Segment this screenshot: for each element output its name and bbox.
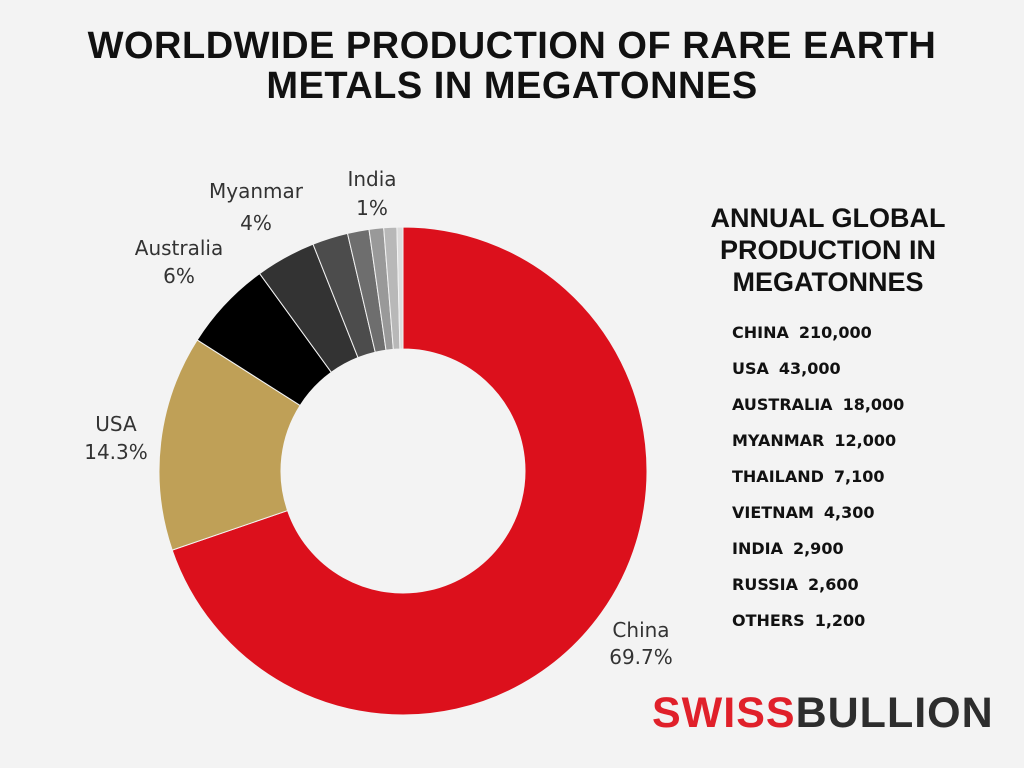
country-name: MYANMAR: [732, 431, 825, 450]
slice-label-myanmar-percent: 4%: [240, 211, 272, 235]
slice-label-australia-name: Australia: [135, 236, 223, 260]
production-value: 18,000: [842, 395, 905, 414]
production-row-australia: AUSTRALIA 18,000: [732, 392, 904, 428]
production-value: 210,000: [798, 323, 872, 342]
production-row-myanmar: MYANMAR 12,000: [732, 428, 904, 464]
production-value: 7,100: [833, 467, 885, 486]
donut-slice-others: [396, 226, 404, 350]
side-panel-title-line3: MEGATONNES: [732, 267, 924, 297]
production-row-usa: USA 43,000: [732, 356, 904, 392]
brand-logo: SWISSBULLION: [652, 688, 994, 738]
production-row-india: INDIA 2,900: [732, 536, 904, 572]
country-name: RUSSIA: [732, 575, 798, 594]
production-row-vietnam: VIETNAM 4,300: [732, 500, 904, 536]
production-value: 2,600: [807, 575, 859, 594]
donut-slice-china: [171, 226, 648, 716]
production-value: 4,300: [823, 503, 875, 522]
production-value: 43,000: [778, 359, 841, 378]
country-name: VIETNAM: [732, 503, 814, 522]
side-panel-title-line1: ANNUAL GLOBAL: [710, 203, 946, 233]
slice-labels: China 69.7% USA 14.3% Australia 6% Myanm…: [84, 167, 673, 669]
slice-label-australia-percent: 6%: [163, 264, 195, 288]
chart-title: WORLDWIDE PRODUCTION OF RARE EARTH METAL…: [0, 26, 1024, 106]
donut-slices: [158, 226, 648, 716]
production-list: CHINA 210,000 USA 43,000 AUSTRALIA 18,000 M…: [732, 320, 904, 644]
slice-label-myanmar-name: Myanmar: [209, 179, 304, 203]
side-panel-title: ANNUAL GLOBAL PRODUCTION IN MEGATONNES: [672, 202, 984, 298]
chart-title-line1: WORLDWIDE PRODUCTION OF RARE EARTH: [87, 25, 937, 67]
slice-label-usa-percent: 14.3%: [84, 440, 148, 464]
slice-label-india-name: India: [347, 167, 396, 191]
production-value: 12,000: [834, 431, 897, 450]
slice-label-china-percent: 69.7%: [609, 645, 673, 669]
slice-label-china-name: China: [612, 618, 669, 642]
brand-logo-bullion: BULLION: [795, 689, 994, 737]
production-row-russia: RUSSIA 2,600: [732, 572, 904, 608]
production-value: 1,200: [814, 611, 866, 630]
country-name: USA: [732, 359, 769, 378]
production-row-others: OTHERS 1,200: [732, 608, 904, 644]
production-row-china: CHINA 210,000: [732, 320, 904, 356]
country-name: OTHERS: [732, 611, 805, 630]
slice-label-usa-name: USA: [95, 412, 137, 436]
donut-slice-usa: [158, 339, 301, 551]
country-name: CHINA: [732, 323, 789, 342]
side-panel-title-line2: PRODUCTION IN: [720, 235, 936, 265]
brand-logo-swiss: SWISS: [652, 689, 796, 737]
country-name: INDIA: [732, 539, 783, 558]
production-row-thailand: THAILAND 7,100: [732, 464, 904, 500]
chart-title-line2: METALS IN MEGATONNES: [266, 65, 758, 107]
country-name: THAILAND: [732, 467, 824, 486]
slice-label-india-percent: 1%: [356, 196, 388, 220]
production-value: 2,900: [792, 539, 844, 558]
country-name: AUSTRALIA: [732, 395, 833, 414]
